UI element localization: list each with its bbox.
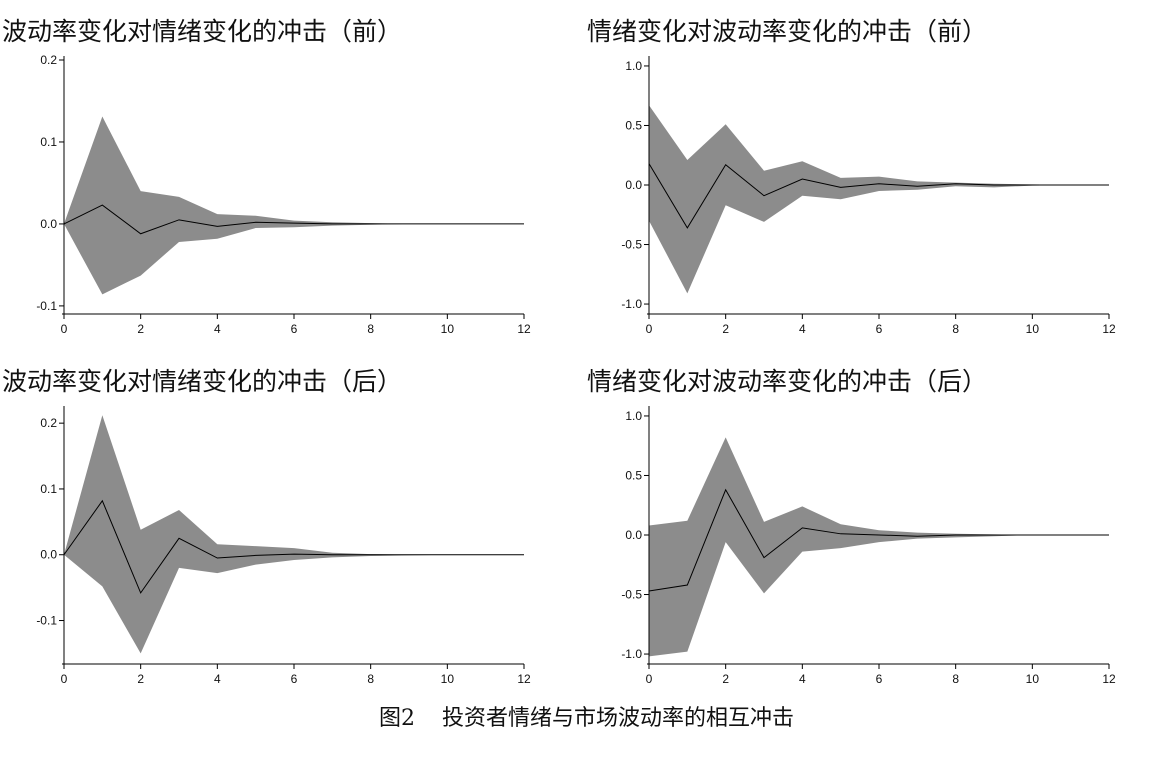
- figure-caption-text: 投资者情绪与市场波动率的相互冲击: [441, 706, 794, 731]
- irf-chart-4: -1.0 -0.5 0.0 0.5 1.0 0 2 4 6 8 10 12: [621, 406, 1116, 686]
- y-tick-label: 1.0: [625, 59, 642, 73]
- irf-line: [63, 204, 524, 235]
- y-tick-label: 0.1: [40, 482, 57, 496]
- y-tick-label: -0.5: [621, 238, 642, 252]
- confidence-band: [64, 415, 524, 654]
- irf-line: [63, 499, 524, 594]
- x-tick-label: 12: [517, 322, 531, 336]
- confidence-band: [649, 437, 1109, 657]
- x-tick-label: 0: [646, 322, 653, 336]
- irf-chart-3: -0.1 0.0 0.1 0.2 0 2 4 6 8 10 12: [36, 406, 531, 686]
- x-tick-label: 12: [1102, 672, 1116, 686]
- y-tick-label: 0.2: [40, 53, 57, 67]
- irf-chart-2: -1.0 -0.5 0.0 0.5 1.0 0 2 4 6 8 10 12: [621, 56, 1116, 336]
- y-tick-label: 0.5: [625, 468, 642, 482]
- y-tick-label: 0.0: [40, 548, 57, 562]
- y-tick-label: 0.0: [40, 217, 57, 231]
- x-tick-label: 2: [722, 672, 729, 686]
- figure-caption: 图2 投资者情绪与市场波动率的相互冲击: [0, 700, 1173, 732]
- confidence-band: [64, 116, 524, 295]
- x-tick-label: 6: [876, 322, 883, 336]
- x-tick-label: 0: [61, 672, 68, 686]
- panel-title: 情绪变化对波动率变化的冲击（前）: [587, 17, 988, 46]
- x-tick-label: 4: [799, 322, 806, 336]
- x-tick-label: 4: [799, 672, 806, 686]
- x-tick-label: 0: [646, 672, 653, 686]
- x-tick-label: 2: [137, 672, 144, 686]
- irf-panel-3: 波动率变化对情绪变化的冲击（后） -0.1 0.0 0.1 0.2 0 2 4 6 8 10 12: [0, 362, 560, 686]
- y-tick-label: 0.0: [625, 528, 642, 542]
- y-tick-label: 0.5: [625, 118, 642, 132]
- figure-number: 图2: [378, 706, 415, 731]
- y-tick-label: 0.2: [40, 416, 57, 430]
- y-tick-label: -0.5: [621, 588, 642, 602]
- x-tick-label: 6: [876, 672, 883, 686]
- x-tick-label: 8: [952, 672, 959, 686]
- x-tick-label: 10: [1026, 672, 1040, 686]
- x-tick-label: 12: [1102, 322, 1116, 336]
- x-tick-label: 8: [367, 672, 374, 686]
- x-tick-label: 6: [291, 322, 298, 336]
- panel-title: 情绪变化对波动率变化的冲击（后）: [587, 367, 988, 396]
- irf-chart-1: -0.1 0.0 0.1 0.2 0 2 4 6 8 10 12: [36, 53, 531, 336]
- irf-panel-4: 情绪变化对波动率变化的冲击（后） -1.0 -0.5 0.0 0.5 1.0 0 2 4 6 8 1…: [585, 362, 1145, 686]
- x-tick-label: 2: [722, 322, 729, 336]
- irf-line: [648, 488, 1109, 592]
- y-tick-label: -1.0: [621, 297, 642, 311]
- y-tick-label: -0.1: [36, 614, 57, 628]
- irf-line: [648, 163, 1109, 229]
- irf-panel-1: 波动率变化对情绪变化的冲击（前） -0.1 0.0 0.1 0.2 0 2 4 6 8 10 12: [0, 12, 560, 336]
- x-tick-label: 8: [367, 322, 374, 336]
- x-tick-label: 6: [291, 672, 298, 686]
- y-tick-label: 0.1: [40, 135, 57, 149]
- x-tick-label: 8: [952, 322, 959, 336]
- confidence-band: [649, 105, 1109, 294]
- x-tick-label: 12: [517, 672, 531, 686]
- y-tick-label: 0.0: [625, 178, 642, 192]
- x-tick-label: 10: [1026, 322, 1040, 336]
- y-tick-label: -1.0: [621, 647, 642, 661]
- x-tick-label: 4: [214, 322, 221, 336]
- x-tick-label: 2: [137, 322, 144, 336]
- x-tick-label: 10: [441, 672, 455, 686]
- x-tick-label: 4: [214, 672, 221, 686]
- y-tick-label: 1.0: [625, 409, 642, 423]
- panel-title: 波动率变化对情绪变化的冲击（后）: [2, 367, 403, 396]
- x-tick-label: 10: [441, 322, 455, 336]
- irf-panel-2: 情绪变化对波动率变化的冲击（前） -1.0 -0.5 0.0 0.5 1.0 0 2 4 6 8 1…: [585, 12, 1145, 336]
- panel-title: 波动率变化对情绪变化的冲击（前）: [2, 17, 403, 46]
- x-tick-label: 0: [61, 322, 68, 336]
- y-tick-label: -0.1: [36, 299, 57, 313]
